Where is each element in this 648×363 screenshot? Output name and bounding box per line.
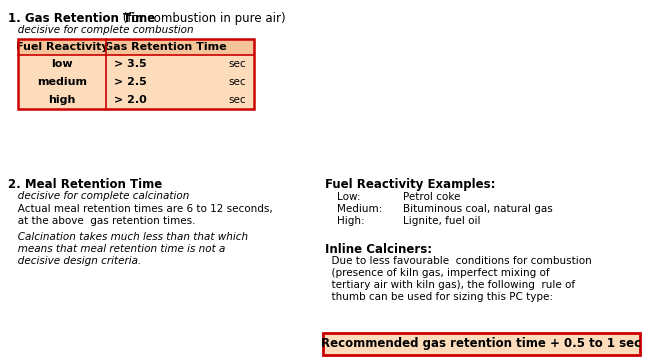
Text: sec: sec: [228, 77, 246, 87]
Text: (presence of kiln gas, imperfect mixing of: (presence of kiln gas, imperfect mixing …: [325, 268, 550, 278]
Text: 2. Meal Retention Time: 2. Meal Retention Time: [8, 178, 162, 191]
Text: Gas Retention Time: Gas Retention Time: [104, 42, 226, 52]
Text: Recommended gas retention time + 0.5 to 1 sec: Recommended gas retention time + 0.5 to …: [321, 338, 642, 351]
Text: > 3.5: > 3.5: [114, 59, 146, 69]
Text: Low:: Low:: [337, 192, 360, 202]
Text: Fuel Reactivity: Fuel Reactivity: [16, 42, 108, 52]
Text: medium: medium: [37, 77, 87, 87]
Text: sec: sec: [228, 59, 246, 69]
Text: thumb can be used for sizing this PC type:: thumb can be used for sizing this PC typ…: [325, 292, 553, 302]
FancyBboxPatch shape: [18, 55, 254, 73]
Text: Inline Calciners:: Inline Calciners:: [325, 243, 432, 256]
Text: low: low: [51, 59, 73, 69]
Text: Calcination takes much less than that which: Calcination takes much less than that wh…: [8, 232, 248, 242]
Text: decisive for complete calcination: decisive for complete calcination: [8, 191, 189, 201]
Text: High:: High:: [337, 216, 365, 226]
Text: (for combustion in pure air): (for combustion in pure air): [119, 12, 286, 25]
FancyBboxPatch shape: [323, 333, 640, 355]
Text: tertiary air with kiln gas), the following  rule of: tertiary air with kiln gas), the followi…: [325, 280, 575, 290]
Text: > 2.5: > 2.5: [114, 77, 146, 87]
Text: means that meal retention time is not a: means that meal retention time is not a: [8, 244, 226, 254]
Text: high: high: [49, 95, 76, 105]
Text: Due to less favourable  conditions for combustion: Due to less favourable conditions for co…: [325, 256, 592, 266]
Text: > 2.0: > 2.0: [114, 95, 146, 105]
Text: Fuel Reactivity Examples:: Fuel Reactivity Examples:: [325, 178, 496, 191]
Text: Bituminous coal, natural gas: Bituminous coal, natural gas: [403, 204, 553, 214]
Text: Medium:: Medium:: [337, 204, 382, 214]
FancyBboxPatch shape: [18, 91, 254, 109]
Text: 1. Gas Retention Time: 1. Gas Retention Time: [8, 12, 156, 25]
Text: Lignite, fuel oil: Lignite, fuel oil: [403, 216, 481, 226]
Text: Petrol coke: Petrol coke: [403, 192, 460, 202]
Text: decisive for complete combustion: decisive for complete combustion: [8, 25, 194, 35]
Text: sec: sec: [228, 95, 246, 105]
FancyBboxPatch shape: [18, 73, 254, 91]
Text: at the above  gas retention times.: at the above gas retention times.: [8, 216, 196, 226]
Text: decisive design criteria.: decisive design criteria.: [8, 256, 141, 266]
Text: Actual meal retention times are 6 to 12 seconds,: Actual meal retention times are 6 to 12 …: [8, 204, 273, 214]
FancyBboxPatch shape: [18, 39, 254, 55]
